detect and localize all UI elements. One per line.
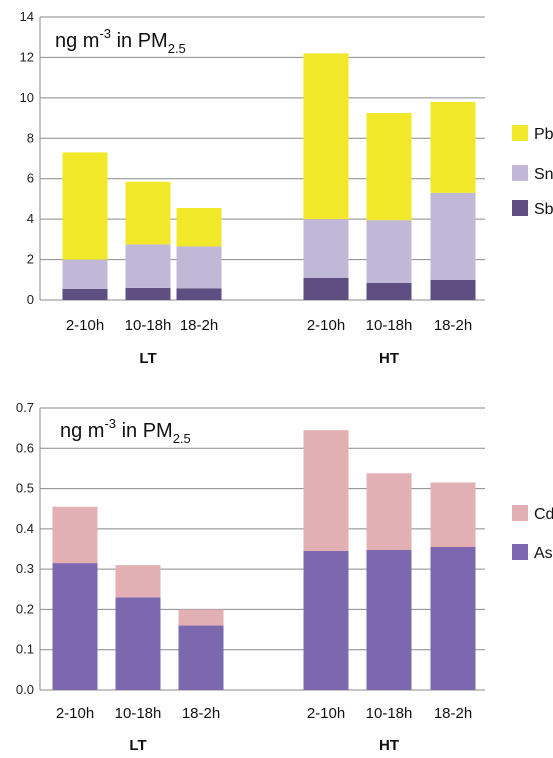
legend-label-sn: Sn: [534, 166, 553, 183]
y-tick-label: 0.6: [16, 440, 34, 455]
y-tick-label: 8: [27, 130, 34, 145]
bar-sb: [303, 277, 349, 300]
y-tick-label: 0.2: [16, 601, 34, 616]
y-tick-label: 0.0: [16, 682, 34, 697]
y-tick-label: 0.7: [16, 400, 34, 415]
legend-label-pb: Pb: [534, 126, 553, 143]
bar-cd: [178, 609, 224, 626]
x-tick-label: 10-18h: [125, 317, 172, 334]
group-label-ht: HT: [379, 350, 399, 367]
bar-sn: [125, 244, 171, 288]
bar-cd: [52, 506, 98, 564]
group-label-lt: LT: [139, 350, 156, 367]
legend-label-cd: Cd: [534, 506, 553, 523]
x-tick-label: 2-10h: [56, 705, 94, 722]
x-tick-label: 2-10h: [307, 317, 345, 334]
y-tick-label: 6: [27, 171, 34, 186]
bar-sb: [430, 279, 476, 300]
bar-sn: [176, 246, 222, 289]
y-tick-label: 12: [20, 49, 34, 64]
y-tick-label: 0: [27, 292, 34, 307]
bar-as: [178, 625, 224, 690]
metals-chart-pb-sn-sb: 0 2 4 6 8 10 12 14 2-10h 10-18h 18-2h 2-10h 10-18h 18…: [20, 9, 553, 367]
bar-pb: [62, 152, 108, 260]
group-label-lt: LT: [129, 737, 146, 754]
x-tick-label: 18-2h: [182, 705, 220, 722]
y-tick-label: 0.1: [16, 642, 34, 657]
x-tick-label: 10-18h: [366, 317, 413, 334]
bar-as: [430, 546, 476, 690]
metals-chart-cd-as: 0.0 0.1 0.2 0.3 0.4 0.5 0.6 0.7 2-10h 10-18h 18-2h…: [16, 400, 553, 754]
bar-as: [115, 597, 161, 690]
chart-title: ng m-3 in PM2.5: [55, 26, 186, 56]
x-tick-label: 10-18h: [115, 705, 162, 722]
bar-sb: [62, 288, 108, 300]
y-tick-label: 0.5: [16, 481, 34, 496]
legend-label-as: As: [534, 545, 553, 562]
legend-swatch-cd: [512, 505, 528, 521]
legend-swatch-pb: [512, 125, 528, 141]
bar-cd: [366, 473, 412, 550]
y-tick-label: 4: [27, 211, 34, 226]
bar-sn: [62, 259, 108, 289]
bar-sb: [366, 282, 412, 300]
x-tick-label: 2-10h: [307, 705, 345, 722]
bar-pb: [125, 181, 171, 245]
x-tick-label: 2-10h: [66, 317, 104, 334]
bar-pb: [430, 101, 476, 193]
bar-pb: [303, 53, 349, 220]
legend-label-sb: Sb: [534, 201, 553, 218]
bar-cd: [115, 565, 161, 598]
y-tick-label: 0.3: [16, 561, 34, 576]
bar-sb: [125, 287, 171, 300]
bar-as: [303, 551, 349, 690]
bar-as: [366, 549, 412, 690]
bar-pb: [366, 113, 412, 221]
bar-sn: [366, 220, 412, 283]
x-tick-label: 10-18h: [366, 705, 413, 722]
x-tick-label: 18-2h: [434, 317, 472, 334]
bar-cd: [430, 482, 476, 547]
bar-sn: [303, 219, 349, 278]
bar-as: [52, 563, 98, 690]
bar-sb: [176, 288, 222, 300]
bar-pb: [176, 208, 222, 247]
y-tick-label: 14: [20, 9, 34, 24]
bar-sn: [430, 192, 476, 280]
bar-cd: [303, 430, 349, 552]
y-tick-label: 2: [27, 252, 34, 267]
x-tick-label: 18-2h: [434, 705, 472, 722]
legend-swatch-sb: [512, 200, 528, 216]
y-tick-label: 10: [20, 90, 34, 105]
chart-title: ng m-3 in PM2.5: [60, 416, 191, 446]
y-tick-label: 0.4: [16, 521, 34, 536]
legend-swatch-sn: [512, 165, 528, 181]
x-tick-label: 18-2h: [180, 317, 218, 334]
legend-swatch-as: [512, 544, 528, 560]
group-label-ht: HT: [379, 737, 399, 754]
